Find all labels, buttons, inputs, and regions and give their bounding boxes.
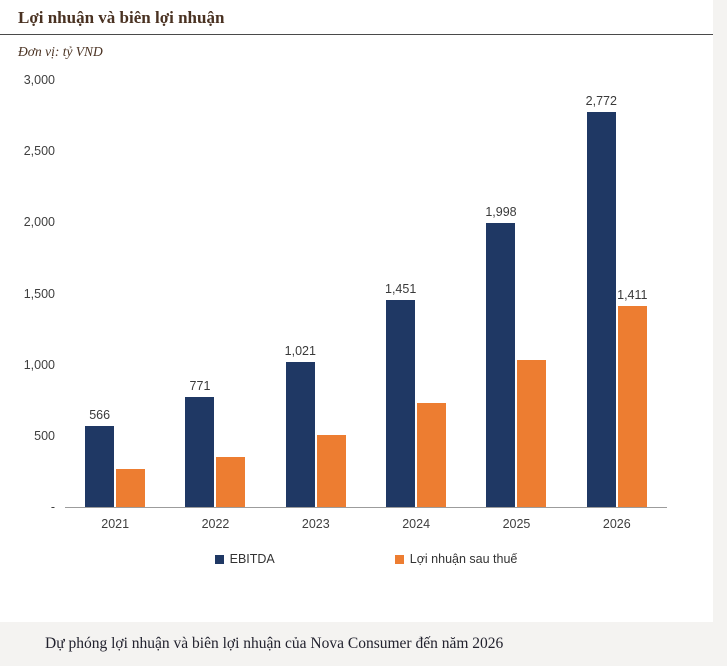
- unit-label: Đơn vị: tỷ VND: [18, 44, 103, 59]
- y-axis-tick: 1,000: [23, 357, 55, 372]
- legend-swatch-icon: [214, 554, 224, 564]
- chart-caption: Dự phóng lợi nhuận và biên lợi nhuận của…: [45, 635, 504, 652]
- bar-group: 1,021 2023: [266, 80, 366, 531]
- chart-header: Lợi nhuận và biên lợi nhuận: [0, 0, 713, 35]
- bar: 1,451: [385, 282, 416, 507]
- bar-value-label: 2,772: [585, 94, 617, 109]
- plot-area: 566 2021 771 2022 1,021 2023 1,451 2024 1,998 202…: [65, 80, 667, 531]
- bar-pair: 1,021: [285, 80, 346, 507]
- bar-value-label: 1,021: [284, 343, 316, 358]
- bar-value-label: 566: [89, 408, 111, 423]
- bar: [316, 435, 346, 507]
- bar: 566: [85, 408, 115, 507]
- bar-pair: 1,998: [485, 80, 547, 507]
- bar: 1,998: [485, 205, 517, 507]
- x-axis-tick: 2023: [301, 517, 330, 531]
- chart-title: Lợi nhuận và biên lợi nhuận: [18, 8, 225, 27]
- bar-chart: 3,000 2,500 2,000 1,500 1,000 500 - 566 2021 771…: [0, 62, 713, 566]
- bar: 1,411: [617, 288, 647, 507]
- bar: [116, 468, 146, 507]
- bar-group: 2,772 1,411 2026: [567, 80, 667, 531]
- x-axis-tick: 2022: [201, 517, 230, 531]
- bar: 771: [185, 379, 215, 507]
- y-axis-tick: 2,000: [23, 215, 55, 230]
- bar-group: 1,451 2024: [366, 80, 466, 531]
- bar-value-label: 771: [189, 379, 211, 394]
- bar: 1,021: [285, 344, 316, 507]
- y-axis-tick: 500: [34, 428, 55, 443]
- y-axis-tick: 2,500: [23, 144, 55, 159]
- bar-value-label: 1,411: [617, 288, 648, 303]
- y-axis-tick: 1,500: [23, 286, 55, 301]
- bar: [517, 360, 547, 507]
- legend-item: Lợi nhuận sau thuế: [394, 552, 518, 566]
- bar: 2,772: [586, 94, 617, 507]
- bar-value-label: 1,451: [385, 282, 417, 297]
- legend-label: Lợi nhuận sau thuế: [409, 552, 518, 566]
- y-axis-tick: 3,000: [23, 73, 55, 87]
- bar-pair: 2,772 1,411: [586, 80, 647, 507]
- legend-item: EBITDA: [214, 552, 275, 566]
- bar: [417, 403, 447, 507]
- legend-swatch-icon: [394, 554, 404, 564]
- bar-pair: 566: [85, 80, 146, 507]
- x-axis-tick: 2024: [402, 517, 431, 531]
- x-axis-tick: 2026: [602, 517, 631, 531]
- legend-label: EBITDA: [229, 552, 275, 566]
- y-axis: 3,000 2,500 2,000 1,500 1,000 500 -: [0, 73, 55, 514]
- bar-pair: 1,451: [385, 80, 447, 507]
- bar: [216, 457, 246, 507]
- bar-group: 771 2022: [165, 80, 265, 531]
- legend: EBITDA Lợi nhuận sau thuế: [65, 552, 667, 566]
- x-axis-tick: 2025: [502, 517, 531, 531]
- chart-panel: Lợi nhuận và biên lợi nhuận Đơn vị: tỷ V…: [0, 0, 713, 622]
- caption-row: Dự phóng lợi nhuận và biên lợi nhuận của…: [0, 622, 727, 666]
- y-axis-tick: -: [50, 500, 55, 514]
- bar-group: 1,998 2025: [466, 80, 566, 531]
- bar-group: 566 2021: [65, 80, 165, 531]
- x-axis-tick: 2021: [101, 517, 130, 531]
- bar-value-label: 1,998: [485, 204, 517, 219]
- bar-pair: 771: [185, 80, 246, 507]
